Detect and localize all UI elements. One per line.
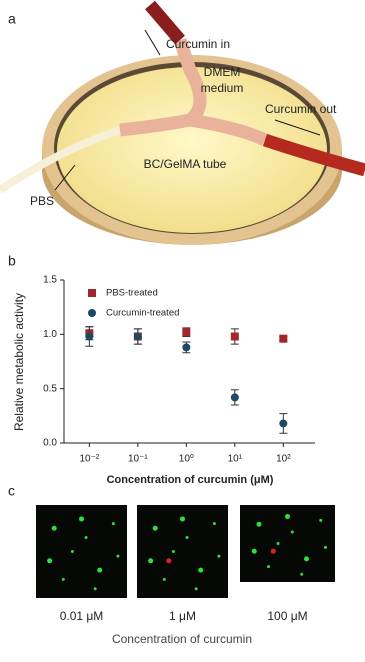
legend-marker [88, 309, 96, 317]
cell [180, 516, 185, 522]
legend-label: PBS-treated [106, 288, 158, 299]
dead-cell [270, 548, 276, 554]
cell [290, 530, 294, 534]
data-point [182, 328, 191, 337]
cell [198, 567, 204, 573]
cell [97, 567, 103, 573]
annotation: medium [201, 81, 244, 95]
panel-letter: b [8, 253, 16, 269]
cell [70, 550, 74, 553]
cell [212, 522, 216, 526]
image-label: 1 μM [169, 609, 196, 623]
cell [276, 542, 280, 545]
image-label: 0.01 μM [60, 609, 104, 623]
y-tick-label: 1.0 [43, 329, 57, 340]
x-tick-label: 10¹ [228, 454, 243, 465]
cell [304, 556, 309, 562]
data-point [182, 343, 191, 352]
y-axis-label: Relative metabolic activity [12, 293, 26, 431]
x-axis-label: Concentration of curcumin (μM) [107, 474, 274, 486]
image-label: 100 μM [267, 609, 307, 623]
cell [93, 587, 97, 591]
cell [256, 521, 262, 527]
cell [61, 577, 65, 581]
dead-cell [166, 558, 172, 564]
annotation: DMEM [204, 65, 241, 79]
cell [47, 558, 53, 564]
y-tick-label: 1.5 [43, 275, 57, 286]
cell [324, 545, 327, 549]
cell [285, 514, 290, 520]
cell [300, 572, 304, 576]
cell [171, 550, 175, 553]
cell [267, 565, 270, 569]
cell [84, 536, 88, 540]
x-tick-label: 10⁻¹ [128, 454, 148, 465]
legend-marker [88, 289, 96, 297]
annotation: BC/GelMA tube [144, 157, 227, 171]
data-point [279, 334, 288, 343]
legend-label: Curcumin-treated [106, 308, 179, 319]
y-tick-label: 0.0 [43, 438, 57, 449]
cell [111, 522, 115, 526]
cell [116, 554, 120, 558]
cell [217, 554, 221, 558]
cell [162, 577, 166, 581]
caption: Concentration of curcumin [112, 632, 252, 646]
x-tick-label: 10⁰ [179, 454, 194, 465]
data-point [279, 419, 288, 428]
data-point [85, 332, 94, 341]
annotation: Curcumin out [265, 102, 337, 116]
cell [51, 525, 57, 531]
y-tick-label: 0.5 [43, 383, 57, 394]
data-point [133, 332, 142, 341]
panel-letter: c [8, 483, 15, 499]
cell [319, 518, 323, 522]
annotation: Curcumin in [166, 37, 230, 51]
panel-letter: a [8, 11, 16, 27]
x-tick-label: 10² [276, 454, 291, 465]
cell [152, 525, 158, 531]
cell [79, 516, 84, 522]
cell [194, 587, 198, 591]
data-point [230, 393, 239, 402]
data-point [230, 332, 239, 341]
cell [148, 558, 154, 564]
dish-illustration [0, 0, 365, 245]
cell [185, 536, 189, 540]
cell [251, 548, 257, 554]
x-tick-label: 10⁻² [79, 454, 99, 465]
annotation: PBS [30, 194, 54, 208]
